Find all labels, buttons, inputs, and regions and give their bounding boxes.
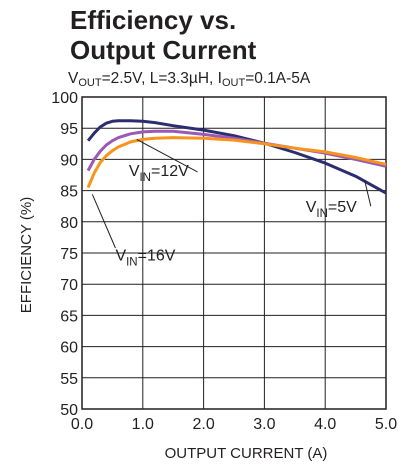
y-tick-label-6: 80 xyxy=(60,215,78,232)
x-tick-label-2: 2.0 xyxy=(192,416,214,433)
y-tick-label-8: 90 xyxy=(60,152,78,169)
y-tick-label-3: 65 xyxy=(60,308,78,325)
y-axis-title: EFFICIENCY (%) xyxy=(18,197,35,313)
series-line-0 xyxy=(86,119,387,195)
chart-title-line-2: Output Current xyxy=(70,35,257,65)
annotation-leader-0 xyxy=(136,138,198,173)
series-line-2 xyxy=(86,136,387,189)
y-tick-label-4: 70 xyxy=(60,277,78,294)
chart-series-group xyxy=(86,119,387,195)
x-tick-label-3: 3.0 xyxy=(253,416,275,433)
subtitle-vout-label: V xyxy=(68,70,79,87)
annotation-leader-1 xyxy=(364,180,372,207)
x-tick-label-5: 5.0 xyxy=(375,416,397,433)
subtitle-conditions: =2.5V, L=3.3µH, I xyxy=(101,70,222,87)
subtitle-vout-subscript: OUT xyxy=(78,77,102,89)
x-tick-label-1: 1.0 xyxy=(132,416,154,433)
y-tick-label-1: 55 xyxy=(60,371,78,388)
annotation-leader-2 xyxy=(91,194,116,249)
y-tick-label-7: 85 xyxy=(60,184,78,201)
x-tick-label-4: 4.0 xyxy=(314,416,336,433)
y-tick-label-0: 50 xyxy=(60,402,78,419)
y-tick-label-10: 100 xyxy=(51,90,78,107)
chart-subtitle: VOUT=2.5V, L=3.3µH, IOUT=0.1A-5A xyxy=(68,70,310,89)
x-tick-label-0: 0.0 xyxy=(71,416,93,433)
y-tick-label-2: 60 xyxy=(60,340,78,357)
subtitle-iout-range: =0.1A-5A xyxy=(245,70,311,87)
series-label-1: VIN=12V xyxy=(129,163,189,184)
chart-annotations: VIN=12V VIN=5V VIN=16V xyxy=(91,138,372,268)
subtitle-iout-subscript: OUT xyxy=(221,77,246,89)
y-tick-label-9: 95 xyxy=(60,121,78,138)
x-axis-title: OUTPUT CURRENT (A) xyxy=(165,445,328,462)
y-tick-label-5: 75 xyxy=(60,246,78,263)
plot-frame xyxy=(81,96,387,410)
series-label-0: VIN=5V xyxy=(306,199,357,220)
series-label-2: VIN=16V xyxy=(115,247,175,268)
chart-title-line-1: Efficiency vs. xyxy=(70,5,237,35)
chart-tick-labels: 0.0 1.0 2.0 3.0 4.0 5.0 50 55 60 65 70 75 80 85 90 95 10… xyxy=(51,90,397,433)
